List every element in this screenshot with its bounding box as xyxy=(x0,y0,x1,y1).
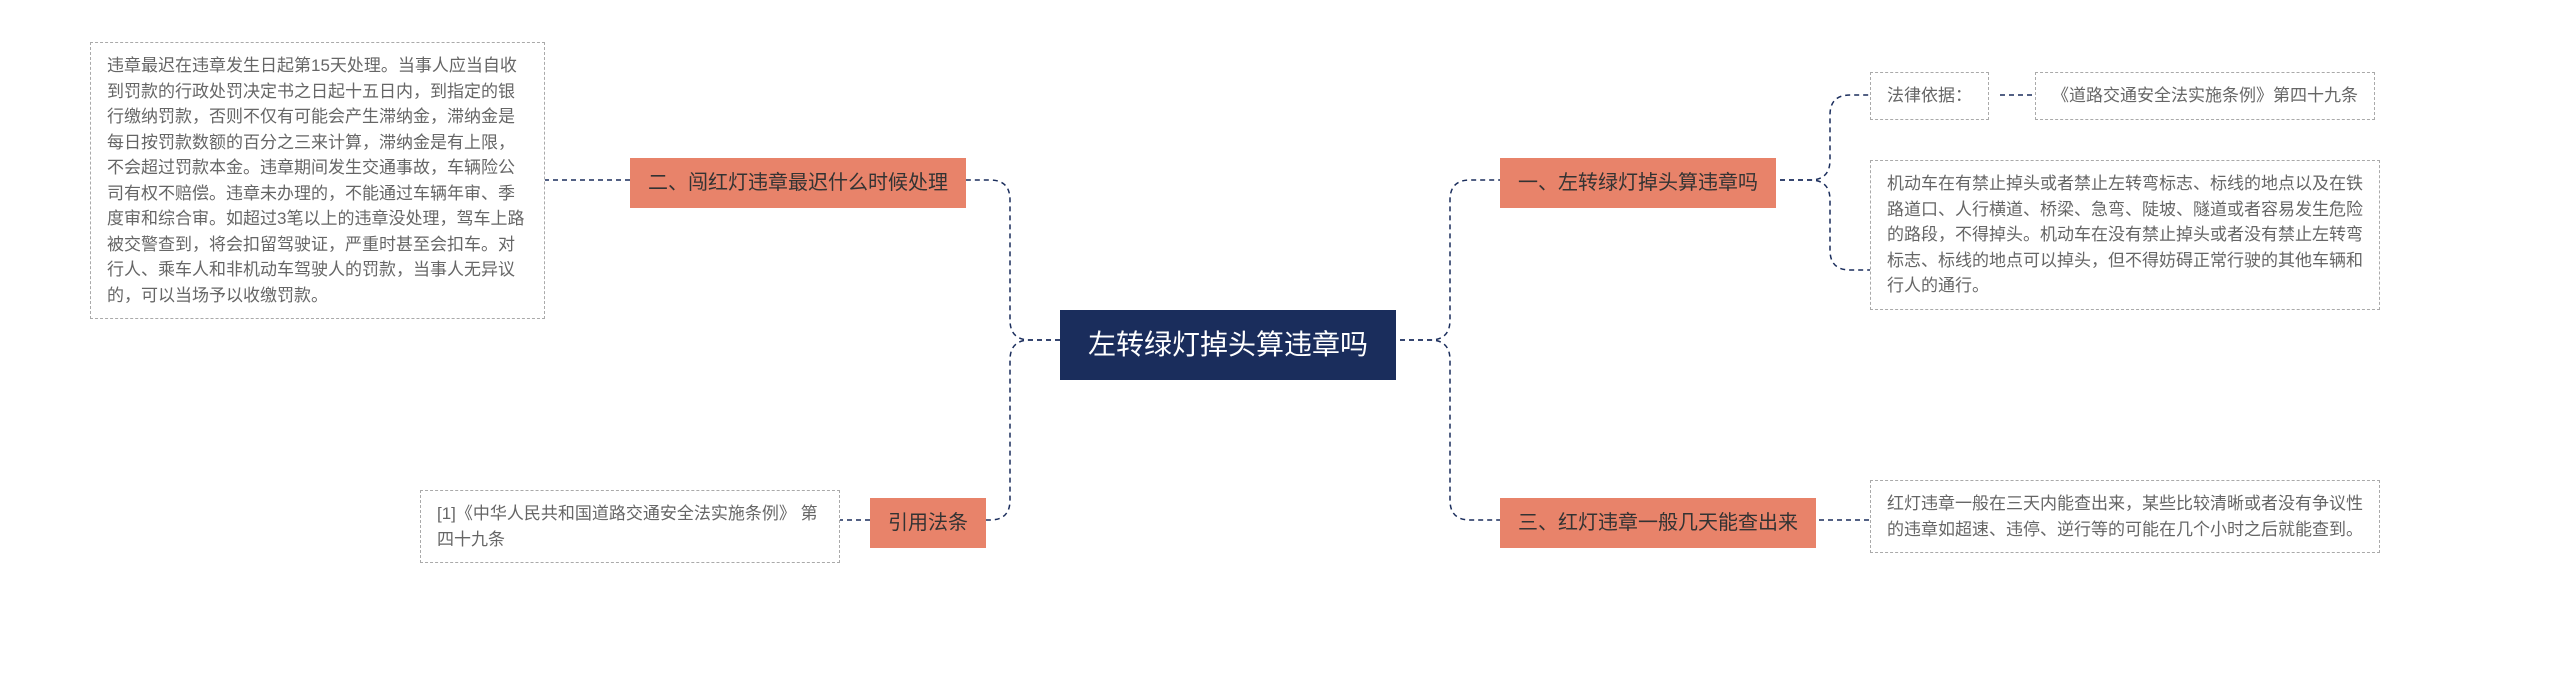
branch-ref-leaf: [1]《中华人民共和国道路交通安全法实施条例》 第四十九条 xyxy=(420,490,840,563)
branch-one-label: 一、左转绿灯掉头算违章吗 xyxy=(1518,172,1758,194)
branch-two-leaf-text: 违章最迟在违章发生日起第15天处理。当事人应当自收到罚款的行政处罚决定书之日起十… xyxy=(107,56,524,305)
branch-two-label: 二、闯红灯违章最迟什么时候处理 xyxy=(648,172,948,194)
branch-one-leaf1-detail: 《道路交通安全法实施条例》第四十九条 xyxy=(2035,72,2375,120)
branch-three-label: 三、红灯违章一般几天能查出来 xyxy=(1518,512,1798,534)
branch-one-leaf2-text: 机动车在有禁止掉头或者禁止左转弯标志、标线的地点以及在铁路道口、人行横道、桥梁、… xyxy=(1887,174,2363,295)
branch-two: 二、闯红灯违章最迟什么时候处理 xyxy=(630,158,966,208)
branch-three-leaf-text: 红灯违章一般在三天内能查出来，某些比较清晰或者没有争议性的违章如超速、违停、逆行… xyxy=(1887,494,2363,539)
branch-ref-leaf-text: [1]《中华人民共和国道路交通安全法实施条例》 第四十九条 xyxy=(437,504,818,549)
branch-one-leaf2: 机动车在有禁止掉头或者禁止左转弯标志、标线的地点以及在铁路道口、人行横道、桥梁、… xyxy=(1870,160,2380,310)
branch-three-leaf: 红灯违章一般在三天内能查出来，某些比较清晰或者没有争议性的违章如超速、违停、逆行… xyxy=(1870,480,2380,553)
branch-one-leaf1-label-text: 法律依据： xyxy=(1887,86,1972,105)
branch-two-leaf: 违章最迟在违章发生日起第15天处理。当事人应当自收到罚款的行政处罚决定书之日起十… xyxy=(90,42,545,319)
branch-one-leaf1-label: 法律依据： xyxy=(1870,72,1989,120)
branch-ref: 引用法条 xyxy=(870,498,986,548)
center-label: 左转绿灯掉头算违章吗 xyxy=(1088,329,1368,360)
branch-one-leaf1-detail-text: 《道路交通安全法实施条例》第四十九条 xyxy=(2052,86,2358,105)
center-node: 左转绿灯掉头算违章吗 xyxy=(1060,310,1396,380)
branch-ref-label: 引用法条 xyxy=(888,512,968,534)
branch-one: 一、左转绿灯掉头算违章吗 xyxy=(1500,158,1776,208)
branch-three: 三、红灯违章一般几天能查出来 xyxy=(1500,498,1816,548)
